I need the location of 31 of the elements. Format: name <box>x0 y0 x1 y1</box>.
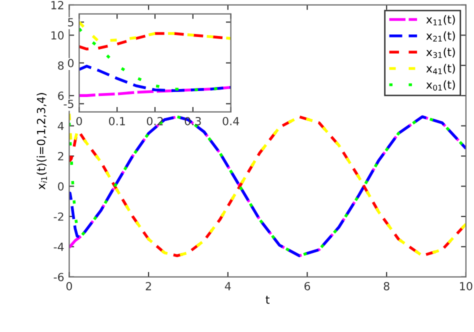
line-series <box>79 64 231 92</box>
x-tick-label: 2 <box>146 282 151 290</box>
y-tick-label: 0 <box>68 58 74 68</box>
x-tick-label: 0.1 <box>108 116 125 126</box>
x-tick-label: 0.4 <box>222 116 240 126</box>
y-tick-label: 5 <box>68 18 74 26</box>
legend-label: x$_{11}$(t) <box>426 14 455 26</box>
y-tick-label: -6 <box>54 272 64 282</box>
x-tick-label: 6 <box>304 282 310 290</box>
legend-label: x$_{31}$(t) <box>426 48 455 58</box>
line-series <box>79 20 231 42</box>
legend-label: x$_{01}$(t) <box>426 80 455 91</box>
y-axis-title: x$_{i1}$(t)(i=0,1,2,3,4) <box>36 93 47 190</box>
x-tick-label: 4 <box>224 282 231 290</box>
legend-label: x$_{41}$(t) <box>426 64 455 74</box>
y-tick-label: -4 <box>54 242 64 251</box>
x-axis-title: t <box>266 296 270 304</box>
x-tick-label: 0.2 <box>146 116 163 126</box>
y-tick-label: 6 <box>58 92 64 100</box>
y-tick-label: -5 <box>64 100 74 108</box>
y-tick-label: 10 <box>51 31 64 40</box>
x-tick-label: 0 <box>76 116 82 126</box>
x-tick-label: 8 <box>384 282 390 290</box>
y-tick-label: 2 <box>58 152 64 160</box>
y-tick-label: 0 <box>58 182 64 191</box>
line-series <box>79 86 231 97</box>
y-tick-label: -2 <box>54 212 64 221</box>
x-tick-label: 10 <box>460 282 472 290</box>
legend-label: x$_{21}$(t) <box>426 31 455 42</box>
y-tick-label: 12 <box>51 0 64 10</box>
y-tick-label: 8 <box>58 61 64 70</box>
